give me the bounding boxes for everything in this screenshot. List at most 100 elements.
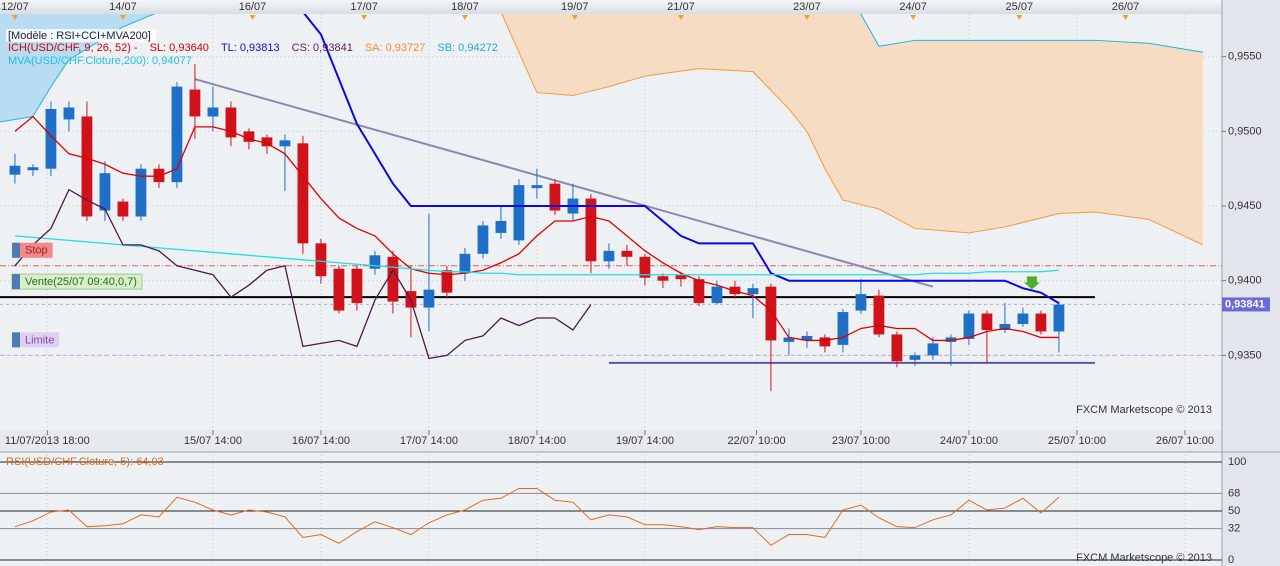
indicator-line — [14, 188, 592, 360]
cloud-fill — [1094, 40, 1149, 220]
candle-body — [135, 168, 147, 217]
candle-body — [729, 286, 741, 295]
rsi-tick-label: 100 — [1228, 456, 1246, 468]
day-marker — [803, 15, 810, 20]
order-tag-label: Vente(25/07 09:40,0,7) — [25, 276, 137, 288]
order-tag: Limite — [12, 332, 60, 348]
indicator-line — [14, 115, 1059, 342]
x-tick-label: 16/07 14:00 — [292, 435, 350, 447]
candle-body — [153, 168, 165, 183]
day-label: 24/07 — [899, 1, 927, 13]
x-tick-label: 26/07 10:00 — [1156, 435, 1214, 447]
cloud-fill — [752, 14, 789, 109]
cloud-fill — [1058, 40, 1095, 214]
candle-body — [891, 334, 903, 362]
candle-body — [207, 107, 219, 117]
rsi-tick-label: 50 — [1228, 505, 1240, 517]
candle-body — [1053, 304, 1065, 332]
candle-body — [9, 165, 21, 175]
candle-body — [819, 337, 831, 347]
cloud-fill — [788, 14, 807, 132]
signal-arrow — [1023, 276, 1040, 290]
candle-body — [693, 279, 705, 304]
rsi-line — [14, 487, 1060, 546]
candle-body — [189, 89, 201, 117]
cloud-fill — [914, 40, 969, 233]
order-tag-handle — [12, 332, 20, 348]
day-marker — [571, 15, 578, 20]
candle-body — [513, 185, 525, 241]
day-label: 23/07 — [793, 1, 821, 13]
candle-body — [909, 355, 921, 360]
order-tag-bg — [12, 242, 53, 258]
day-marker — [361, 15, 368, 20]
candle-body — [225, 107, 237, 138]
candle-body — [99, 173, 111, 211]
y-tick-label: 0,9500 — [1228, 125, 1262, 137]
day-label: 12/07 — [1, 1, 29, 13]
cloud-fill — [824, 14, 843, 201]
candle-body — [351, 268, 363, 304]
candle-body — [855, 294, 867, 311]
x-tick-label: 17/07 14:00 — [400, 435, 458, 447]
candle-body — [657, 276, 669, 281]
cloud-fill — [536, 14, 573, 96]
price-axis-bg — [1222, 0, 1280, 566]
indicator-line — [303, 14, 1060, 304]
candle-body — [945, 337, 957, 342]
candle-body — [423, 289, 435, 308]
day-label: 14/07 — [109, 1, 137, 13]
rsi-title: RSI(USD/CHF.Cloture, 5): 64,03 — [6, 456, 164, 468]
candle-body — [603, 250, 615, 262]
candle-body — [63, 107, 75, 120]
x-tick-label: 24/07 10:00 — [940, 435, 998, 447]
order-tag: Vente(25/07 09:40,0,7) — [11, 273, 143, 290]
candle-body — [837, 312, 849, 345]
day-label: 17/07 — [350, 1, 378, 13]
rsi-tick-label: 32 — [1228, 523, 1240, 535]
candle-body — [477, 225, 489, 254]
day-label: 16/07 — [239, 1, 267, 13]
order-tag-label: Limite — [25, 334, 54, 346]
x-tick-label: 25/07 10:00 — [1048, 435, 1106, 447]
x-tick-label: 19/07 14:00 — [616, 435, 674, 447]
cloud-fill — [968, 40, 1005, 233]
cloud-fill — [1148, 43, 1203, 245]
x-tick-label: 22/07 10:00 — [727, 435, 785, 447]
day-marker — [1016, 15, 1023, 20]
day-marker — [249, 15, 256, 20]
rsi-tick-label: 68 — [1228, 487, 1240, 499]
x-tick-label: 15/07 14:00 — [184, 435, 242, 447]
candle-body — [81, 116, 93, 217]
indicator-legend: ICH(USD/CHF, 9, 26, 52) - — [8, 42, 138, 54]
candle-body — [297, 143, 309, 244]
watermark: FXCM Marketscope © 2013 — [1076, 552, 1212, 564]
candle-body — [27, 167, 39, 171]
order-tag-bg — [12, 332, 60, 348]
cloud-fill — [572, 14, 609, 96]
rsi-tick-label: 0 — [1228, 554, 1234, 566]
y-tick-label: 0,9350 — [1228, 349, 1262, 361]
last-price-tag — [1222, 297, 1270, 312]
day-marker — [910, 15, 917, 20]
x-tick-label: 23/07 10:00 — [832, 435, 890, 447]
model-box — [6, 29, 156, 42]
candle-body — [45, 108, 57, 169]
cloud-fill — [644, 14, 699, 77]
candle-body — [261, 137, 273, 147]
x-tick-label: 18/07 14:00 — [508, 435, 566, 447]
candle-body — [675, 274, 687, 280]
candle-body — [459, 253, 471, 274]
candle-body — [531, 185, 543, 189]
candle-body — [711, 286, 723, 304]
indicator-legend: CS: 0,93841 — [292, 42, 353, 54]
day-label: 18/07 — [451, 1, 479, 13]
indicator-legend: TL: 0,93813 — [221, 42, 280, 54]
y-tick-label: 0,9400 — [1228, 275, 1262, 287]
order-tag-label: Stop — [25, 245, 48, 257]
plot — [0, 14, 1222, 430]
indicator-legend: SL: 0,93640 — [150, 42, 209, 54]
candle-body — [1035, 313, 1047, 332]
candle-body — [495, 220, 507, 233]
cloud-fill — [698, 14, 753, 72]
